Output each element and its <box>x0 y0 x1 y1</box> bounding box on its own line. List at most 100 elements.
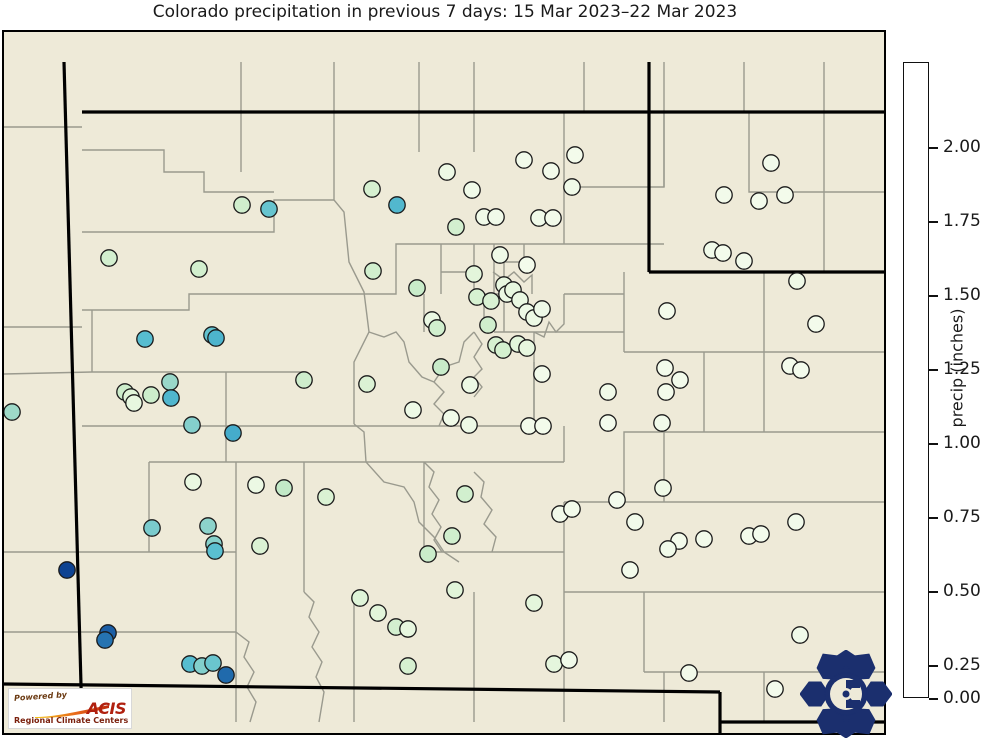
station-marker[interactable] <box>671 371 689 389</box>
station-marker[interactable] <box>456 485 474 503</box>
station-marker[interactable] <box>479 316 497 334</box>
station-marker[interactable] <box>545 655 563 673</box>
station-marker[interactable] <box>100 249 118 267</box>
station-marker[interactable] <box>566 146 584 164</box>
station-marker[interactable] <box>295 371 313 389</box>
station-marker[interactable] <box>460 416 478 434</box>
station-marker[interactable] <box>791 626 809 644</box>
station-marker[interactable] <box>183 416 201 434</box>
station-marker[interactable] <box>363 180 381 198</box>
station-marker[interactable] <box>762 154 780 172</box>
precipitation-station-markers[interactable] <box>4 146 825 698</box>
station-marker[interactable] <box>217 666 235 684</box>
station-marker[interactable] <box>247 476 265 494</box>
station-marker[interactable] <box>275 479 293 497</box>
station-marker[interactable] <box>4 403 21 421</box>
station-marker[interactable] <box>533 300 551 318</box>
station-marker[interactable] <box>404 401 422 419</box>
station-marker[interactable] <box>58 561 76 579</box>
station-marker[interactable] <box>446 581 464 599</box>
station-marker[interactable] <box>807 315 825 333</box>
station-marker[interactable] <box>204 654 222 672</box>
station-marker[interactable] <box>658 302 676 320</box>
station-marker[interactable] <box>787 513 805 531</box>
colorbar-tick-1-00 <box>929 443 938 445</box>
station-marker[interactable] <box>656 359 674 377</box>
station-marker[interactable] <box>715 186 733 204</box>
station-marker[interactable] <box>364 262 382 280</box>
station-marker[interactable] <box>563 178 581 196</box>
station-marker[interactable] <box>136 330 154 348</box>
station-marker[interactable] <box>657 383 675 401</box>
station-marker[interactable] <box>695 530 713 548</box>
colorbar-tick-1-25 <box>929 369 938 371</box>
station-marker[interactable] <box>143 519 161 537</box>
station-marker[interactable] <box>461 376 479 394</box>
station-marker[interactable] <box>251 537 269 555</box>
station-marker[interactable] <box>680 664 698 682</box>
station-marker[interactable] <box>199 517 217 535</box>
station-marker[interactable] <box>515 151 533 169</box>
station-marker[interactable] <box>142 386 160 404</box>
station-marker[interactable] <box>207 329 225 347</box>
station-marker[interactable] <box>626 513 644 531</box>
station-marker[interactable] <box>714 244 732 262</box>
station-marker[interactable] <box>525 594 543 612</box>
station-marker[interactable] <box>443 527 461 545</box>
station-marker[interactable] <box>224 424 242 442</box>
station-marker[interactable] <box>788 272 806 290</box>
station-marker[interactable] <box>560 651 578 669</box>
station-marker[interactable] <box>233 196 251 214</box>
station-marker[interactable] <box>447 218 465 236</box>
station-marker[interactable] <box>752 525 770 543</box>
station-marker[interactable] <box>491 246 509 264</box>
station-marker[interactable] <box>766 680 784 698</box>
station-marker[interactable] <box>432 358 450 376</box>
station-marker[interactable] <box>161 373 179 391</box>
station-marker[interactable] <box>518 256 536 274</box>
station-marker[interactable] <box>260 200 278 218</box>
station-marker[interactable] <box>465 265 483 283</box>
station-marker[interactable] <box>750 192 768 210</box>
station-marker[interactable] <box>184 473 202 491</box>
colorbar-tick-1-50 <box>929 295 938 297</box>
station-marker[interactable] <box>206 542 224 560</box>
station-marker[interactable] <box>369 604 387 622</box>
station-marker[interactable] <box>542 162 560 180</box>
station-marker[interactable] <box>792 361 810 379</box>
station-marker[interactable] <box>653 414 671 432</box>
station-marker[interactable] <box>442 409 460 427</box>
station-marker[interactable] <box>608 491 626 509</box>
colorbar-label-1-75: 1.75 <box>943 211 981 231</box>
station-marker[interactable] <box>735 252 753 270</box>
station-marker[interactable] <box>776 186 794 204</box>
station-marker[interactable] <box>125 394 143 412</box>
station-marker[interactable] <box>190 260 208 278</box>
station-marker[interactable] <box>563 500 581 518</box>
station-marker[interactable] <box>388 196 406 214</box>
station-marker[interactable] <box>96 631 114 649</box>
station-marker[interactable] <box>654 479 672 497</box>
station-marker[interactable] <box>358 375 376 393</box>
station-marker[interactable] <box>399 620 417 638</box>
station-marker[interactable] <box>534 417 552 435</box>
station-marker[interactable] <box>533 365 551 383</box>
station-marker[interactable] <box>518 339 536 357</box>
station-marker[interactable] <box>408 279 426 297</box>
station-marker[interactable] <box>621 561 639 579</box>
station-marker[interactable] <box>428 319 446 337</box>
station-marker[interactable] <box>599 414 617 432</box>
station-marker[interactable] <box>544 209 562 227</box>
station-marker[interactable] <box>463 181 481 199</box>
station-marker[interactable] <box>659 540 677 558</box>
station-marker[interactable] <box>494 341 512 359</box>
station-marker[interactable] <box>482 292 500 310</box>
station-marker[interactable] <box>419 545 437 563</box>
station-marker[interactable] <box>162 389 180 407</box>
station-marker[interactable] <box>351 589 369 607</box>
station-marker[interactable] <box>599 383 617 401</box>
station-marker[interactable] <box>399 657 417 675</box>
station-marker[interactable] <box>487 208 505 226</box>
station-marker[interactable] <box>317 488 335 506</box>
station-marker[interactable] <box>438 163 456 181</box>
